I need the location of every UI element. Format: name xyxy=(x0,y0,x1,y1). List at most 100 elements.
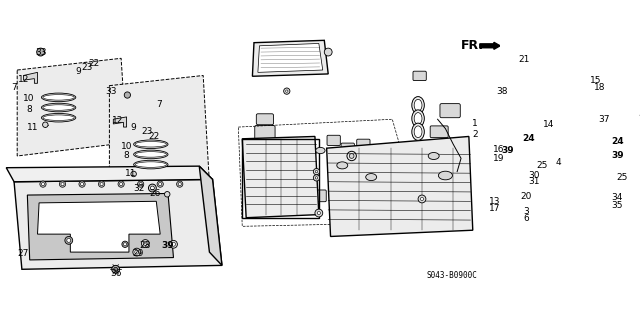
Text: 24: 24 xyxy=(522,134,534,143)
Text: 10: 10 xyxy=(121,142,132,151)
Ellipse shape xyxy=(428,152,439,160)
Ellipse shape xyxy=(134,160,168,169)
FancyBboxPatch shape xyxy=(161,111,175,121)
Text: 12: 12 xyxy=(111,116,123,125)
Text: 33: 33 xyxy=(35,48,46,56)
Text: 39: 39 xyxy=(611,151,623,160)
Ellipse shape xyxy=(414,99,422,111)
Text: 7: 7 xyxy=(11,84,17,93)
Text: 13: 13 xyxy=(489,197,500,206)
Circle shape xyxy=(143,241,147,245)
Text: 21: 21 xyxy=(518,56,530,64)
Ellipse shape xyxy=(42,113,76,122)
Ellipse shape xyxy=(412,123,424,140)
Ellipse shape xyxy=(135,162,166,167)
Ellipse shape xyxy=(134,140,168,149)
Circle shape xyxy=(170,241,177,248)
Polygon shape xyxy=(28,194,173,260)
Text: 17: 17 xyxy=(489,204,500,213)
Circle shape xyxy=(112,265,120,273)
Text: 32: 32 xyxy=(133,183,145,193)
Circle shape xyxy=(43,122,48,128)
FancyBboxPatch shape xyxy=(132,114,145,124)
Text: 39: 39 xyxy=(162,241,174,250)
Circle shape xyxy=(65,236,73,244)
Circle shape xyxy=(131,171,136,177)
Text: 2: 2 xyxy=(472,130,478,139)
Circle shape xyxy=(79,181,85,187)
Text: 5: 5 xyxy=(638,109,640,118)
Circle shape xyxy=(157,181,163,187)
Ellipse shape xyxy=(337,162,348,169)
Text: 6: 6 xyxy=(523,214,529,223)
Polygon shape xyxy=(243,137,319,218)
FancyBboxPatch shape xyxy=(356,139,370,149)
Text: 23: 23 xyxy=(81,63,92,72)
Polygon shape xyxy=(199,166,222,265)
FancyBboxPatch shape xyxy=(55,68,68,78)
Ellipse shape xyxy=(438,171,452,180)
Polygon shape xyxy=(109,76,209,191)
Text: 24: 24 xyxy=(611,137,623,146)
Circle shape xyxy=(139,182,142,186)
Ellipse shape xyxy=(42,103,76,112)
FancyBboxPatch shape xyxy=(440,104,460,118)
FancyBboxPatch shape xyxy=(310,190,326,202)
Ellipse shape xyxy=(134,150,168,159)
Circle shape xyxy=(36,48,45,56)
Ellipse shape xyxy=(365,174,377,181)
Text: 14: 14 xyxy=(543,120,554,129)
Text: 38: 38 xyxy=(497,87,508,96)
FancyBboxPatch shape xyxy=(146,112,159,122)
Circle shape xyxy=(118,181,124,187)
Ellipse shape xyxy=(414,126,422,137)
FancyBboxPatch shape xyxy=(83,63,97,73)
Circle shape xyxy=(133,248,141,256)
Text: 23: 23 xyxy=(141,127,152,136)
Polygon shape xyxy=(113,117,127,127)
Polygon shape xyxy=(258,43,323,72)
Circle shape xyxy=(141,240,149,248)
Polygon shape xyxy=(326,137,473,236)
FancyBboxPatch shape xyxy=(69,65,84,75)
Ellipse shape xyxy=(412,97,424,114)
Text: 22: 22 xyxy=(148,132,159,141)
Circle shape xyxy=(314,175,319,181)
Circle shape xyxy=(284,88,290,94)
Ellipse shape xyxy=(43,105,74,110)
Text: 27: 27 xyxy=(18,249,29,258)
Polygon shape xyxy=(17,58,127,156)
Ellipse shape xyxy=(135,142,166,147)
Circle shape xyxy=(40,181,46,187)
Circle shape xyxy=(315,209,323,217)
Text: 3: 3 xyxy=(523,207,529,216)
Circle shape xyxy=(120,182,123,186)
Ellipse shape xyxy=(316,147,325,154)
Circle shape xyxy=(67,238,71,242)
Text: 35: 35 xyxy=(612,201,623,210)
Polygon shape xyxy=(6,166,212,182)
Ellipse shape xyxy=(414,113,422,124)
Circle shape xyxy=(138,181,144,187)
Circle shape xyxy=(316,170,317,173)
Ellipse shape xyxy=(42,93,76,102)
Text: 33: 33 xyxy=(105,87,116,96)
Ellipse shape xyxy=(43,95,74,100)
Ellipse shape xyxy=(412,110,424,127)
Circle shape xyxy=(135,250,139,254)
Circle shape xyxy=(100,182,103,186)
Circle shape xyxy=(316,177,317,179)
Circle shape xyxy=(61,182,64,186)
Circle shape xyxy=(349,154,354,158)
Text: 10: 10 xyxy=(23,94,35,103)
FancyBboxPatch shape xyxy=(430,126,448,137)
Text: 25: 25 xyxy=(536,161,548,170)
Circle shape xyxy=(285,90,288,92)
Circle shape xyxy=(42,182,45,186)
Circle shape xyxy=(60,181,66,187)
Text: 9: 9 xyxy=(76,67,81,76)
FancyBboxPatch shape xyxy=(255,125,275,140)
Circle shape xyxy=(314,168,319,175)
Polygon shape xyxy=(14,179,222,269)
Circle shape xyxy=(122,241,128,248)
